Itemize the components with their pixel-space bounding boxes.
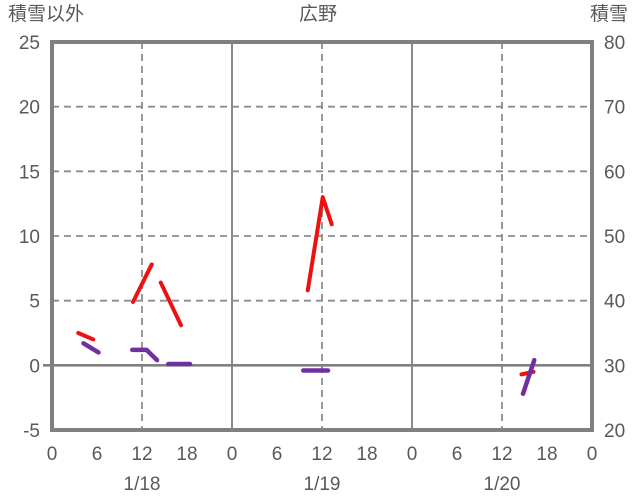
right-axis-title: 積雪 [589, 4, 628, 25]
svg-text:0: 0 [587, 444, 598, 465]
svg-text:6: 6 [272, 444, 283, 465]
left-tick-labels: -5 0 5 10 15 20 25 [19, 33, 40, 442]
svg-text:20: 20 [604, 421, 625, 442]
svg-text:1/18: 1/18 [124, 474, 161, 495]
svg-text:0: 0 [29, 356, 40, 377]
svg-text:18: 18 [536, 444, 557, 465]
purple-series-line [81, 341, 537, 397]
svg-text:12: 12 [491, 444, 512, 465]
svg-text:40: 40 [604, 292, 625, 313]
svg-text:18: 18 [176, 444, 197, 465]
chart-title: 広野 [298, 4, 337, 25]
right-tick-labels: 20 30 40 50 60 70 80 [604, 33, 625, 442]
svg-text:1/20: 1/20 [484, 474, 521, 495]
date-labels: 1/18 1/19 1/20 [124, 474, 521, 495]
svg-text:0: 0 [47, 444, 58, 465]
x-tick-labels: 0 6 12 18 0 6 12 18 0 6 12 18 0 [47, 444, 598, 465]
svg-text:12: 12 [131, 444, 152, 465]
svg-text:70: 70 [604, 98, 625, 119]
svg-text:80: 80 [604, 33, 625, 54]
svg-text:20: 20 [19, 98, 40, 119]
svg-text:5: 5 [29, 292, 40, 313]
svg-text:25: 25 [19, 33, 40, 54]
svg-text:12: 12 [311, 444, 332, 465]
svg-text:15: 15 [19, 162, 40, 183]
svg-text:0: 0 [227, 444, 238, 465]
svg-text:50: 50 [604, 227, 625, 248]
svg-text:10: 10 [19, 227, 40, 248]
svg-text:18: 18 [356, 444, 377, 465]
left-axis-title: 積雪以外 [8, 4, 85, 25]
svg-text:60: 60 [604, 162, 625, 183]
svg-text:0: 0 [407, 444, 418, 465]
svg-text:1/19: 1/19 [304, 474, 341, 495]
svg-text:6: 6 [452, 444, 463, 465]
plot-frame [50, 40, 594, 432]
svg-text:6: 6 [92, 444, 103, 465]
svg-text:-5: -5 [23, 421, 40, 442]
svg-text:30: 30 [604, 356, 625, 377]
